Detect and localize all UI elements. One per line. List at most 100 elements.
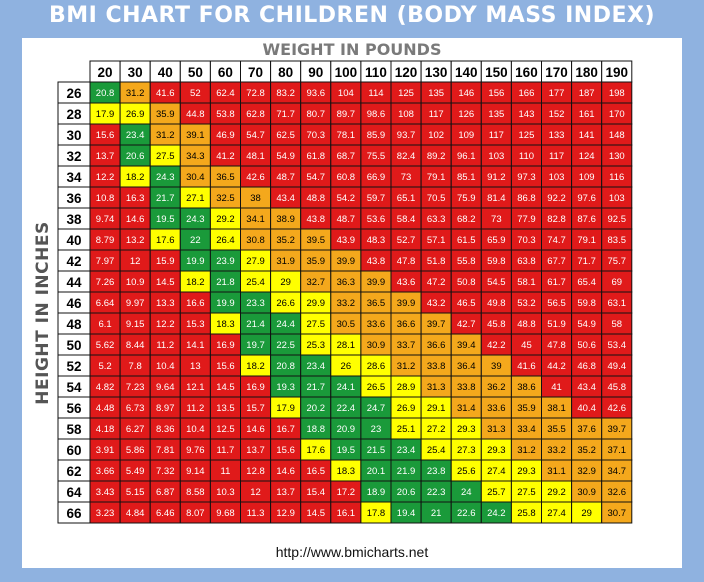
bmi-value: 103 [609, 193, 625, 204]
height-tick-label: 48 [66, 317, 82, 332]
height-tick-label: 36 [66, 191, 82, 206]
bmi-value: 14.5 [216, 382, 235, 393]
bmi-value: 124 [579, 151, 595, 162]
bmi-value: 14.6 [126, 214, 145, 225]
bmi-value: 69 [611, 277, 622, 288]
bmi-value: 43.2 [427, 298, 446, 309]
bmi-value: 58.4 [397, 214, 416, 225]
bmi-value: 7.81 [156, 445, 175, 456]
bmi-value: 13.7 [246, 445, 265, 456]
bmi-value: 75.5 [367, 151, 386, 162]
bmi-value: 13.7 [276, 487, 295, 498]
height-tick-label: 32 [66, 149, 81, 164]
bmi-value: 26 [341, 361, 352, 372]
bmi-value: 33.2 [547, 445, 566, 456]
height-tick-label: 50 [66, 338, 81, 353]
bmi-value: 135 [488, 109, 504, 120]
bmi-value: 85.9 [367, 130, 386, 141]
bmi-value: 19.7 [246, 340, 265, 351]
weight-tick-label: 140 [455, 65, 478, 80]
bmi-value: 82.4 [397, 151, 416, 162]
bmi-value: 198 [609, 88, 625, 99]
bmi-value: 6.64 [96, 298, 115, 309]
bmi-value: 23.4 [126, 130, 145, 141]
bmi-value: 59.7 [367, 193, 386, 204]
weight-tick-label: 50 [188, 65, 203, 80]
bmi-value: 54.9 [577, 319, 596, 330]
bmi-value: 54.9 [276, 151, 295, 162]
weight-tick-label: 150 [485, 65, 508, 80]
bmi-value: 65.1 [397, 193, 416, 204]
bmi-value: 27.4 [547, 508, 566, 519]
bmi-value: 16.9 [246, 382, 265, 393]
bmi-value: 14.5 [156, 277, 175, 288]
bmi-value: 62.5 [276, 130, 295, 141]
bmi-value: 65.4 [577, 277, 596, 288]
bmi-value: 8.07 [186, 508, 205, 519]
bmi-value: 31.3 [487, 424, 506, 435]
bmi-value: 14.1 [186, 340, 205, 351]
bmi-value: 109 [579, 172, 595, 183]
bmi-value: 117 [489, 130, 504, 141]
bmi-value: 15.9 [156, 256, 175, 267]
bmi-value: 32.9 [577, 466, 596, 477]
bmi-value: 177 [549, 88, 565, 99]
bmi-value: 7.26 [96, 277, 115, 288]
bmi-value: 19.4 [397, 508, 416, 519]
weight-tick-label: 60 [218, 65, 233, 80]
bmi-value: 9.76 [186, 445, 205, 456]
bmi-value: 83.5 [608, 235, 627, 246]
bmi-value: 19.9 [186, 256, 205, 267]
bmi-value: 11 [221, 466, 231, 477]
bmi-value: 23.4 [307, 361, 326, 372]
bmi-value: 11.2 [156, 340, 174, 351]
bmi-value: 10.3 [216, 487, 235, 498]
bmi-value: 19.3 [276, 382, 295, 393]
bmi-value: 8.79 [96, 235, 115, 246]
bmi-value: 109 [458, 130, 474, 141]
bmi-value: 27.4 [487, 466, 506, 477]
bmi-value: 7.23 [126, 382, 145, 393]
bmi-value: 141 [579, 130, 595, 141]
weight-tick-label: 170 [545, 65, 568, 80]
bmi-value: 56.5 [547, 298, 566, 309]
bmi-value: 6.87 [156, 487, 175, 498]
bmi-value: 31.1 [547, 466, 566, 477]
bmi-value: 32.5 [216, 193, 235, 204]
weight-tick-label: 190 [605, 65, 628, 80]
bmi-value: 66.9 [367, 172, 386, 183]
bmi-value: 79.1 [427, 172, 446, 183]
bmi-value: 12.8 [246, 466, 265, 477]
bmi-value: 80.7 [307, 109, 326, 120]
bmi-value: 16.9 [216, 340, 235, 351]
bmi-value: 54.5 [487, 277, 506, 288]
bmi-value: 31.3 [427, 382, 446, 393]
bmi-value: 38.9 [276, 214, 295, 225]
bmi-value: 68.7 [337, 151, 356, 162]
bmi-value: 22.4 [337, 403, 356, 414]
bmi-value: 37.1 [608, 445, 627, 456]
bmi-value: 35.2 [276, 235, 295, 246]
bmi-value: 36.5 [216, 172, 235, 183]
bmi-value: 13.5 [216, 403, 235, 414]
bmi-value: 5.86 [126, 445, 145, 456]
bmi-value: 39.4 [457, 340, 476, 351]
bmi-value: 41 [551, 382, 562, 393]
bmi-value: 75.9 [457, 193, 476, 204]
bmi-value: 62.8 [246, 109, 265, 120]
bmi-value: 42.6 [608, 403, 627, 414]
bmi-value: 63.3 [427, 214, 446, 225]
bmi-value: 42.6 [246, 172, 265, 183]
bmi-value: 161 [579, 109, 595, 120]
source-url[interactable]: http://www.bmicharts.net [275, 544, 429, 560]
bmi-value: 45 [521, 340, 532, 351]
bmi-value: 41.6 [156, 88, 175, 99]
bmi-value: 11.2 [186, 403, 204, 414]
bmi-value: 47.2 [427, 277, 446, 288]
bmi-value: 32.6 [608, 487, 627, 498]
bmi-value: 34.7 [608, 466, 627, 477]
bmi-value: 21.4 [246, 319, 265, 330]
bmi-value: 35.9 [156, 109, 175, 120]
bmi-value: 59.8 [487, 256, 506, 267]
bmi-value: 72.8 [246, 88, 265, 99]
